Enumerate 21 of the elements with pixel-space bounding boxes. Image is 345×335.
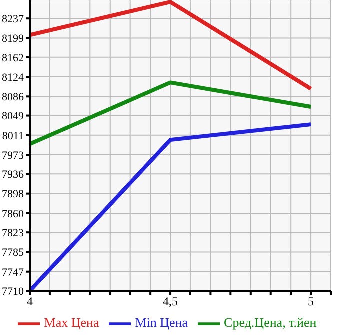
y-tick-label: 7823 <box>2 228 24 240</box>
y-tick-label: 8049 <box>2 110 24 123</box>
y-tick-label: 7936 <box>2 169 24 182</box>
y-tick-label: 7747 <box>2 266 24 279</box>
y-tick-label: 8199 <box>2 33 24 46</box>
legend-label: Max Цена <box>44 314 100 330</box>
y-tick-label: 8162 <box>2 52 24 64</box>
x-tick-label: 5 <box>308 294 314 309</box>
y-tick-label: 7898 <box>2 188 24 201</box>
y-tick-label: 7973 <box>2 150 24 162</box>
y-tick-label: 8011 <box>2 130 24 142</box>
x-tick-label: 4 <box>27 294 33 309</box>
y-tick-label: 7710 <box>2 286 24 298</box>
y-tick-label: 8237 <box>2 14 24 26</box>
y-tick-label: 7860 <box>2 208 24 220</box>
legend-label: Min Цена <box>135 314 188 330</box>
y-tick-label: 8124 <box>2 72 24 84</box>
y-tick-label: 8086 <box>2 92 24 104</box>
y-tick-label: 7785 <box>2 247 24 260</box>
x-tick-label: 4,5 <box>163 294 178 309</box>
legend-label: Сред.Цена, т.йен <box>224 314 317 330</box>
